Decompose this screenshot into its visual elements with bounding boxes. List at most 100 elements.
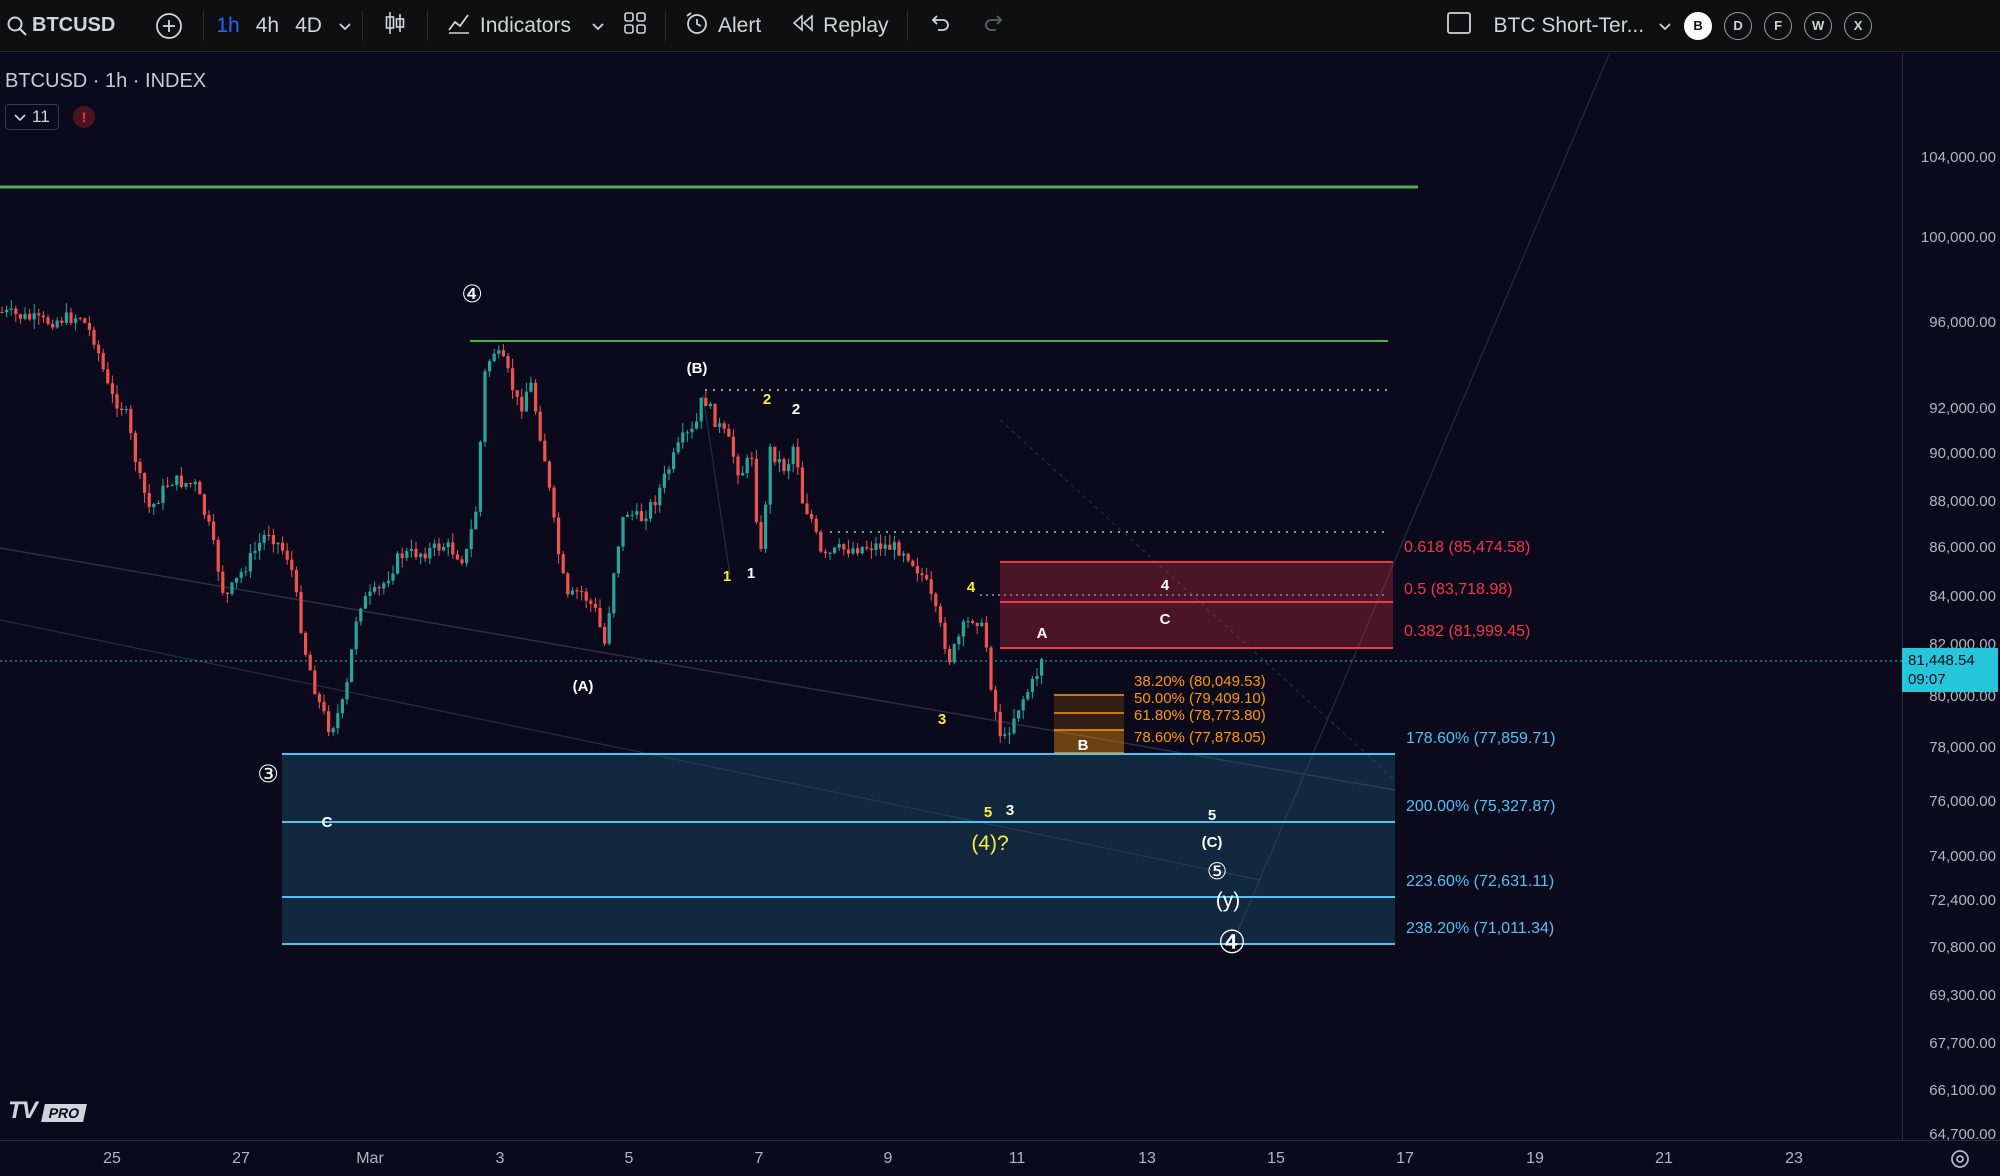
candle-body	[823, 551, 827, 554]
toolbar-divider	[426, 10, 428, 41]
alert-button[interactable]: Alert	[684, 0, 761, 52]
layout-name[interactable]: BTC Short-Ter...	[1493, 13, 1645, 37]
wave-label-circled-4-bottom: ④	[1218, 924, 1247, 960]
replay-button[interactable]: Replay	[791, 0, 889, 52]
timeframe-1h[interactable]: 1h	[216, 13, 240, 37]
layout-checkbox[interactable]	[1446, 0, 1472, 52]
toolbar-divider	[203, 10, 205, 41]
wave-label-circled-5: ⑤	[1207, 858, 1228, 884]
timeframe-4d[interactable]: 4D	[295, 13, 322, 37]
candle-body	[46, 317, 50, 324]
candle-body	[584, 591, 588, 601]
candle-body	[929, 579, 933, 594]
fib-upper-label-0618: 0.618 (85,474.58)	[1404, 539, 1530, 556]
wave-label-2-yellow: 2	[763, 391, 771, 408]
error-badge[interactable]: !	[73, 106, 95, 128]
redo-icon	[982, 13, 1006, 39]
templates-button[interactable]	[623, 0, 647, 52]
candle-body	[612, 573, 616, 614]
candle-body	[741, 472, 745, 476]
candle-body	[543, 440, 547, 462]
candle-body	[239, 572, 243, 578]
price-tick: 69,300.00	[1929, 987, 1996, 1004]
candle-body	[55, 320, 59, 328]
candle-body	[225, 592, 229, 595]
candle-body	[883, 544, 887, 549]
candle-body	[87, 322, 91, 330]
quick-button-w[interactable]: W	[1804, 11, 1833, 40]
wave-label-3-yellow: 3	[938, 711, 946, 728]
candle-body	[331, 728, 335, 733]
candle-body	[759, 522, 763, 549]
candle-body	[253, 550, 257, 553]
candle-body	[129, 408, 133, 434]
timeframe-dropdown[interactable]	[338, 0, 352, 52]
quick-button-b[interactable]: B	[1684, 11, 1713, 40]
quick-button-d[interactable]: D	[1724, 11, 1753, 40]
candle-body	[248, 552, 252, 572]
indicators-collapse-toggle[interactable]: 11	[5, 104, 59, 130]
indicators-button[interactable]: Indicators	[446, 0, 571, 52]
candle-body	[161, 485, 165, 503]
timeframe-4h[interactable]: 4h	[255, 13, 280, 37]
candle-body	[377, 587, 381, 589]
candle-body	[78, 318, 82, 320]
quick-button-x[interactable]: X	[1844, 11, 1873, 40]
price-tick: 70,800.00	[1929, 939, 1996, 956]
candle-body	[704, 397, 708, 406]
wave-label-c-paren: (C)	[1202, 834, 1223, 851]
candle-body	[957, 636, 961, 645]
candle-body	[782, 459, 786, 472]
candle-body	[382, 583, 386, 589]
wave-label-b: B	[1078, 737, 1089, 754]
chart-type-button[interactable]	[383, 0, 407, 52]
layout-dropdown[interactable]	[1658, 0, 1672, 52]
candle-body	[718, 423, 722, 427]
undo-button[interactable]	[928, 0, 952, 52]
price-axis[interactable]: 104,000.00 100,000.00 96,000.00 92,000.00 90…	[1902, 53, 2000, 1143]
candle-body	[469, 529, 473, 550]
candle-body	[396, 553, 400, 574]
candle-body	[1030, 678, 1034, 693]
compare-button[interactable]	[155, 0, 183, 52]
candle-body	[561, 554, 565, 574]
fib-ext-label-1786: 178.60% (77,859.71)	[1406, 730, 1555, 747]
time-tick: 17	[1396, 1150, 1414, 1167]
symbol-search[interactable]: BTCUSD	[6, 0, 115, 52]
candle-body	[405, 551, 409, 558]
candle-body	[777, 459, 781, 463]
redo-button[interactable]	[982, 0, 1006, 52]
time-tick: 7	[754, 1150, 764, 1167]
candle-body	[966, 621, 970, 623]
candle-body	[28, 313, 32, 320]
candle-body	[731, 436, 735, 457]
time-axis[interactable]: 25 27 Mar 3 5 7 9 11 13 15 17 19 21 23	[0, 1140, 2000, 1176]
candle-body	[754, 458, 758, 523]
fib-upper-label-0382: 0.382 (81,999.45)	[1404, 623, 1530, 640]
candle-body	[106, 369, 110, 384]
candle-body	[345, 681, 349, 700]
candle-body	[354, 621, 358, 650]
candle-body	[961, 621, 965, 637]
fib-lower-zone	[1054, 695, 1124, 753]
chart-canvas[interactable]: 0.618 (85,474.58) 0.5 (83,718.98) 0.382 …	[0, 53, 1902, 1140]
candle-body	[589, 600, 593, 604]
price-tick: 100,000.00	[1920, 229, 1996, 246]
square-icon	[1446, 10, 1472, 42]
candle-body	[152, 503, 156, 507]
candle-body	[685, 432, 689, 434]
fib-upper-zone	[1000, 562, 1393, 648]
candle-body	[290, 559, 294, 571]
candle-body	[971, 621, 975, 624]
grid-icon	[623, 11, 647, 41]
candle-body	[534, 382, 538, 412]
quick-button-f[interactable]: F	[1764, 11, 1793, 40]
chart-pane[interactable]: 0.618 (85,474.58) 0.5 (83,718.98) 0.382 …	[0, 53, 1902, 1140]
settings-icon[interactable]	[1948, 1147, 1972, 1176]
candle-body	[115, 394, 119, 409]
candle-body	[626, 514, 630, 517]
indicators-dropdown[interactable]	[591, 0, 605, 52]
candle-body	[465, 549, 469, 564]
candle-body	[179, 475, 183, 487]
candle-body	[998, 711, 1002, 737]
